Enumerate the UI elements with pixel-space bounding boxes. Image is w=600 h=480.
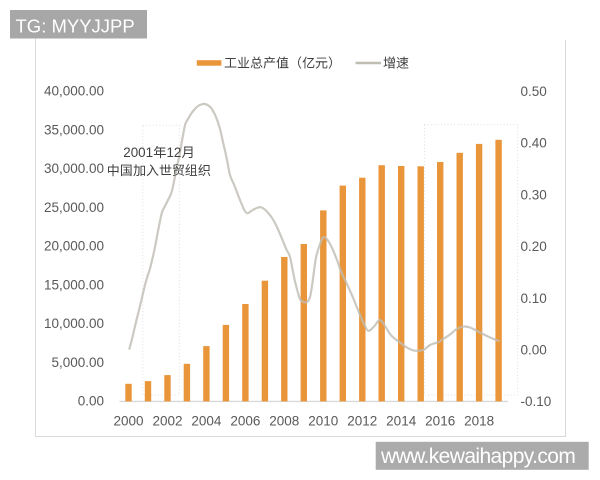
svg-text:2004: 2004 xyxy=(191,414,222,429)
svg-text:工业总产值（亿元）: 工业总产值（亿元） xyxy=(224,53,341,72)
svg-text:2012: 2012 xyxy=(347,414,377,429)
svg-text:中国加入世贸组织: 中国加入世贸组织 xyxy=(107,160,211,179)
svg-text:2000: 2000 xyxy=(113,414,143,429)
svg-text:2006: 2006 xyxy=(230,414,260,429)
svg-text:2002: 2002 xyxy=(152,414,182,429)
svg-text:2018: 2018 xyxy=(464,414,494,429)
svg-text:www.kewaihappy.com: www.kewaihappy.com xyxy=(380,445,575,468)
svg-text:5,000.00: 5,000.00 xyxy=(51,355,104,370)
svg-text:0.20: 0.20 xyxy=(521,239,547,254)
svg-text:2008: 2008 xyxy=(269,414,299,429)
svg-text:2010: 2010 xyxy=(308,414,338,429)
svg-text:0.30: 0.30 xyxy=(521,187,547,202)
svg-text:20,000.00: 20,000.00 xyxy=(44,239,104,254)
svg-text:0.00: 0.00 xyxy=(521,343,547,358)
svg-text:0.40: 0.40 xyxy=(521,136,547,151)
svg-text:2016: 2016 xyxy=(425,414,455,429)
svg-text:30,000.00: 30,000.00 xyxy=(44,161,104,176)
svg-text:0.10: 0.10 xyxy=(521,291,547,306)
svg-text:2001年12月: 2001年12月 xyxy=(123,141,194,161)
svg-text:35,000.00: 35,000.00 xyxy=(44,122,104,137)
svg-text:增速: 增速 xyxy=(383,53,409,72)
svg-text:0.00: 0.00 xyxy=(78,394,104,409)
svg-text:40,000.00: 40,000.00 xyxy=(44,84,104,99)
svg-text:2014: 2014 xyxy=(386,414,417,429)
svg-text:0.50: 0.50 xyxy=(521,84,547,99)
svg-text:25,000.00: 25,000.00 xyxy=(44,200,104,215)
svg-text:15,000.00: 15,000.00 xyxy=(44,277,104,292)
svg-text:TG: MYYJJPP: TG: MYYJJPP xyxy=(16,15,135,36)
svg-text:-0.10: -0.10 xyxy=(521,394,552,409)
svg-text:10,000.00: 10,000.00 xyxy=(44,316,104,331)
